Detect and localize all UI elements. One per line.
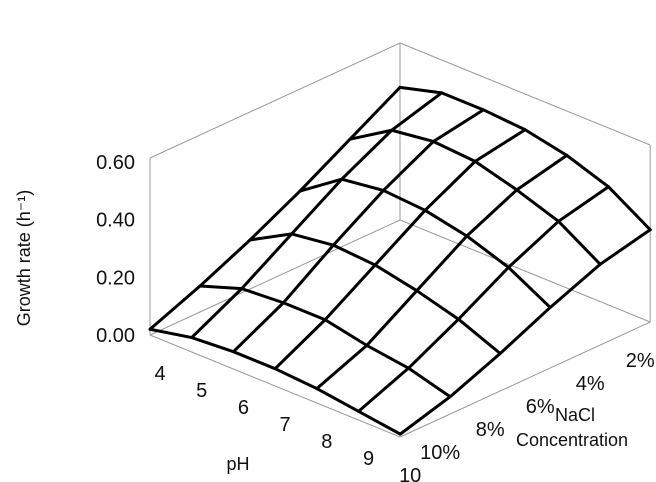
box-edge-right [399, 321, 651, 438]
box-edge-back [399, 219, 651, 323]
x-tick-label: 6 [238, 397, 249, 419]
mesh-col-ph-5 [190, 91, 444, 340]
mesh-row-nacl-0 [398, 85, 652, 232]
mesh-col-ph-6 [231, 108, 485, 354]
mesh-col-ph-9 [357, 185, 610, 413]
mesh-row-nacl-10 [148, 327, 402, 436]
box-edge-front [149, 334, 401, 438]
y-tick-label: 8% [476, 419, 505, 441]
x-tick-label: 8 [321, 431, 332, 453]
mesh-col-ph-4 [148, 85, 402, 331]
y-axis-label-line2: Concentration [516, 430, 628, 450]
mesh-row-nacl-2 [348, 128, 602, 266]
box-top-left [149, 42, 401, 159]
z-tick-label: 0.60 [96, 152, 135, 174]
z-tick-label: 0.40 [96, 210, 135, 232]
box-top-right [399, 42, 651, 146]
x-tick-label: 10 [399, 465, 421, 482]
x-tick-label: 7 [280, 414, 291, 436]
z-tick-label: 0.20 [96, 267, 135, 289]
y-tick-label: 6% [526, 396, 555, 418]
mesh-col-ph-8 [315, 153, 569, 391]
y-axis-label-line1: NaCl [555, 405, 595, 425]
x-axis-label: pH [226, 454, 249, 474]
mesh-row-nacl-4 [298, 177, 552, 309]
surface-mesh [148, 85, 652, 436]
y-tick-label: 10% [420, 442, 460, 464]
tick-labels: Growth rate (h⁻¹) pH NaCl Concentration … [14, 152, 655, 482]
x-tick-label: 9 [363, 448, 374, 470]
x-tick-label: 5 [196, 380, 207, 402]
box-edge-left [149, 219, 401, 336]
y-tick-label: 4% [576, 373, 605, 395]
z-tick-label: 0.00 [96, 325, 135, 347]
x-tick-label: 4 [154, 363, 165, 385]
y-tick-label: 2% [626, 350, 655, 372]
z-axis-label: Growth rate (h⁻¹) [14, 190, 34, 327]
mesh-col-ph-7 [273, 128, 527, 371]
mesh-col-ph-10 [398, 228, 652, 436]
